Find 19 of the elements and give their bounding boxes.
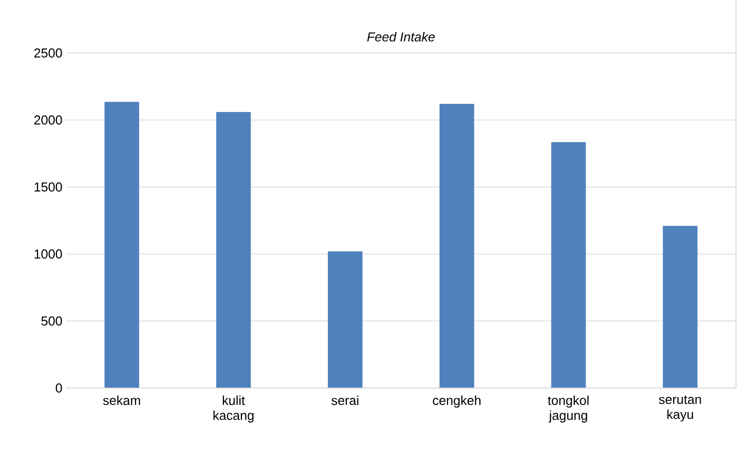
y-tick-label: 2500 [34, 48, 62, 58]
x-tick-label: tongkol jagung [548, 396, 589, 423]
x-tick-label: kulit kacang [213, 396, 254, 423]
y-tick-label: 0 [56, 383, 62, 393]
y-tick-label: 1000 [34, 249, 62, 259]
bar [662, 226, 698, 388]
x-tick-label: serutan kayu [658, 396, 701, 422]
bar [328, 251, 362, 388]
x-tick-label: serai [331, 396, 358, 406]
y-tick-label: 500 [41, 316, 62, 326]
chart-title: Feed Intake [367, 32, 435, 42]
bar [440, 104, 474, 388]
bar [216, 112, 251, 388]
bar [104, 102, 140, 388]
bar [551, 142, 586, 388]
y-tick-label: 1500 [34, 182, 62, 192]
x-tick-label: sekam [103, 396, 140, 406]
x-tick-label: cengkeh [432, 396, 480, 408]
y-tick-label: 2000 [34, 115, 62, 125]
